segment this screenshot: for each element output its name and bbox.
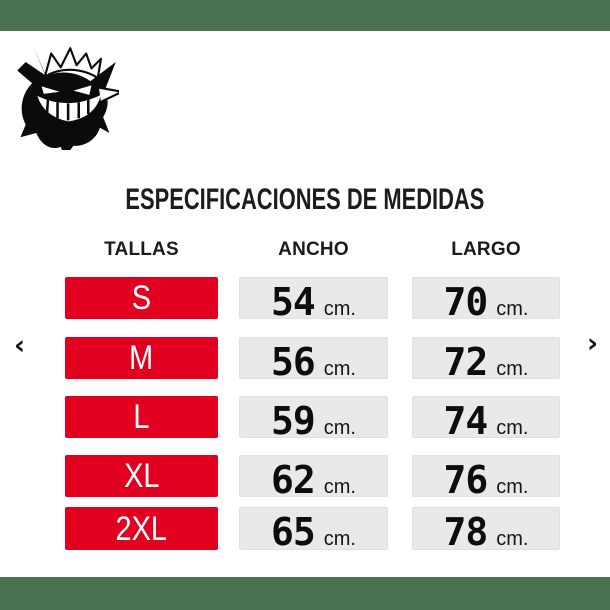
carousel-next-icon[interactable]: › — [587, 328, 599, 359]
length-cell: 72 cm. — [412, 337, 560, 384]
width-value: 56 — [271, 340, 316, 384]
column-header-tallas: TALLAS — [104, 239, 179, 260]
unit-label: cm. — [323, 358, 356, 380]
length-value: 76 — [443, 458, 489, 502]
unit-label: cm. — [496, 358, 529, 380]
width-cell: 56 cm. — [239, 337, 388, 384]
width-cell: 65 cm. — [239, 507, 388, 554]
size-badge: XL — [65, 455, 218, 497]
table-row: XL 62 cm. 76 cm. — [0, 455, 610, 502]
table-row: 2XL 65 cm. 78 cm. — [0, 507, 610, 554]
width-cell: 62 cm. — [239, 455, 388, 502]
length-cell: 74 cm. — [412, 396, 560, 443]
unit-label: cm. — [496, 298, 529, 320]
size-badge: M — [65, 337, 218, 379]
width-value: 54 — [271, 280, 316, 324]
gengar-logo-icon — [17, 46, 119, 150]
width-value: 59 — [271, 399, 316, 443]
width-value: 62 — [271, 458, 316, 502]
length-cell: 70 cm. — [412, 277, 560, 324]
top-banner-strip — [0, 0, 610, 31]
width-cell: 59 cm. — [239, 396, 388, 443]
column-header-largo: LARGO — [451, 239, 521, 260]
unit-label: cm. — [323, 528, 356, 550]
unit-label: cm. — [496, 417, 529, 439]
length-value: 70 — [443, 280, 489, 324]
length-value: 72 — [443, 340, 489, 384]
unit-label: cm. — [496, 528, 529, 550]
table-row: L 59 cm. 74 cm. — [0, 396, 610, 443]
length-cell: 78 cm. — [412, 507, 560, 554]
length-value: 78 — [443, 510, 489, 554]
size-badge: L — [65, 396, 218, 438]
page-title: ESPECIFICACIONES DE MEDIDAS — [125, 183, 485, 216]
width-cell: 54 cm. — [239, 277, 388, 324]
bottom-banner-strip — [0, 577, 610, 610]
column-header-ancho: ANCHO — [278, 239, 349, 260]
table-row: S 54 cm. 70 cm. — [0, 277, 610, 324]
unit-label: cm. — [323, 298, 356, 320]
table-row: M 56 cm. 72 cm. — [0, 337, 610, 384]
size-badge: S — [65, 277, 218, 319]
unit-label: cm. — [323, 476, 356, 498]
length-value: 74 — [443, 399, 489, 443]
unit-label: cm. — [323, 417, 356, 439]
carousel-prev-icon[interactable]: ‹ — [14, 330, 26, 361]
size-badge: 2XL — [65, 507, 218, 550]
unit-label: cm. — [496, 476, 529, 498]
width-value: 65 — [271, 510, 316, 554]
length-cell: 76 cm. — [412, 455, 560, 502]
